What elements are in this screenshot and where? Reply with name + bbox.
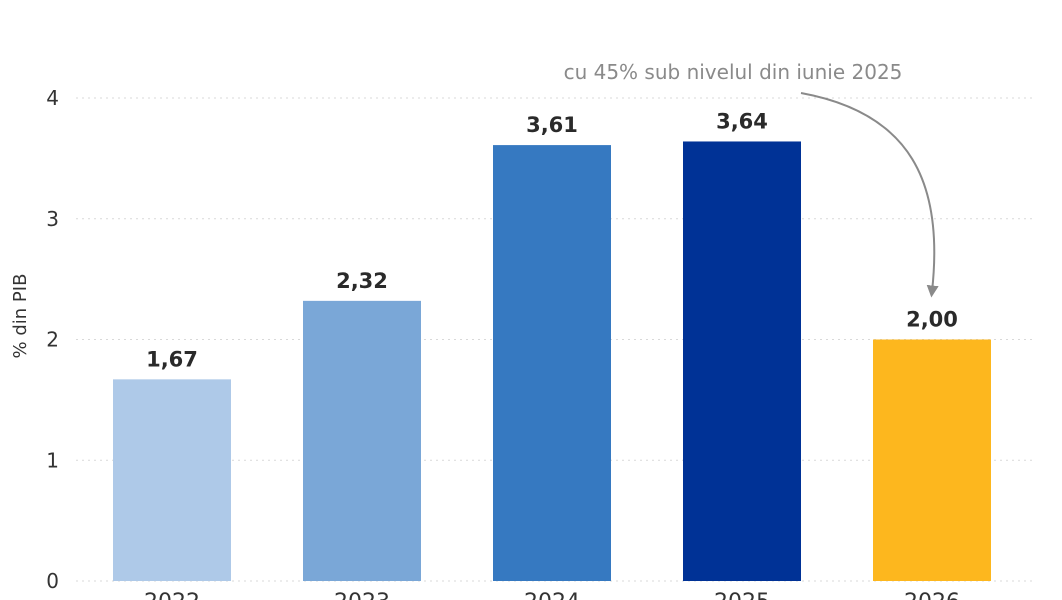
bar-2022 <box>113 379 231 581</box>
value-label-2025: 3,64 <box>716 109 768 133</box>
y-tick-label: 3 <box>46 207 59 231</box>
x-tick-label-2024: 2024 <box>524 590 580 600</box>
y-axis-ticks: 0 1 2 3 4 <box>46 86 59 593</box>
annotation-text: cu 45% sub nivelul din iunie 2025 <box>564 60 903 84</box>
annotation-arrow <box>800 92 939 298</box>
bar-2025 <box>683 141 801 581</box>
value-labels: 1,67 2,32 3,61 3,64 2,00 <box>146 109 958 371</box>
value-label-2022: 1,67 <box>146 347 198 371</box>
bar-2023 <box>303 300 421 581</box>
x-tick-label-2026: 2026 <box>904 590 960 600</box>
x-axis-ticks: 2022 2023 2024 2025 2026 <box>144 590 960 600</box>
value-label-2026: 2,00 <box>906 308 958 332</box>
bar-2024 <box>493 145 611 581</box>
y-tick-label: 0 <box>46 569 59 593</box>
x-tick-label-2022: 2022 <box>144 590 200 600</box>
y-axis-title: % din PIB <box>10 274 31 359</box>
value-label-2023: 2,32 <box>336 269 388 293</box>
bar-2026 <box>873 339 991 581</box>
y-tick-label: 4 <box>46 86 59 110</box>
x-tick-label-2025: 2025 <box>714 590 770 600</box>
x-tick-label-2023: 2023 <box>334 590 390 600</box>
bars <box>113 141 991 581</box>
value-label-2024: 3,61 <box>526 113 578 137</box>
y-tick-label: 1 <box>46 448 59 472</box>
y-tick-label: 2 <box>46 328 59 352</box>
